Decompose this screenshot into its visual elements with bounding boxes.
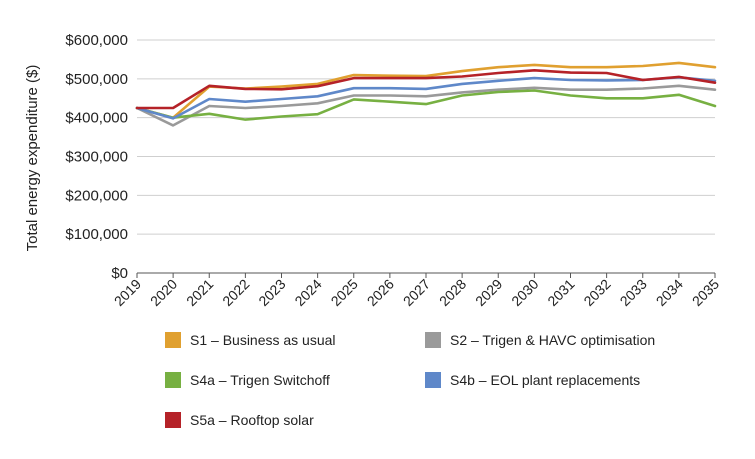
legend-swatch-s2 (425, 332, 441, 348)
legend-label-s2: S2 – Trigen & HAVC optimisation (450, 332, 655, 348)
legend-swatch-s1 (165, 332, 181, 348)
y-tick-label: $300,000 (65, 149, 128, 166)
legend-label-s4a: S4a – Trigen Switchoff (190, 372, 330, 388)
x-tick-label: 2029 (472, 276, 505, 309)
legend-item-s5a: S5a – Rooftop solar (165, 412, 314, 428)
y-tick-label: $0 (111, 265, 128, 282)
legend-swatch-s4b (425, 372, 441, 388)
legend-label-s4b: S4b – EOL plant replacements (450, 372, 640, 388)
y-axis-ticks: $0 $100,000 $200,000 $300,000 $400,000 $500,0… (65, 32, 128, 282)
legend-swatch-s4a (165, 372, 181, 388)
x-tick-label: 2024 (291, 276, 324, 309)
series-line-s4b (135, 76, 717, 120)
x-tick-label: 2027 (400, 276, 433, 309)
series-line-s2 (135, 84, 717, 127)
x-tick-label: 2031 (544, 276, 577, 309)
x-tick-label: 2021 (183, 276, 216, 309)
y-axis-title: Total energy expenditure ($) (24, 65, 41, 252)
legend-item-s1: S1 – Business as usual (165, 332, 336, 348)
series-line-s1 (135, 61, 717, 119)
x-tick-label: 2022 (219, 276, 252, 309)
legend-item-s2: S2 – Trigen & HAVC optimisation (425, 332, 655, 348)
legend: S1 – Business as usual S2 – Trigen & HAVC… (165, 332, 655, 428)
y-tick-label: $100,000 (65, 226, 128, 243)
y-tick-label: $500,000 (65, 71, 128, 88)
legend-swatch-s5a (165, 412, 181, 428)
x-tick-label: 2023 (255, 276, 288, 309)
series-line-s5a (135, 69, 717, 110)
legend-item-s4a: S4a – Trigen Switchoff (165, 372, 330, 388)
y-tick-label: $400,000 (65, 110, 128, 127)
legend-item-s4b: S4b – EOL plant replacements (425, 372, 640, 388)
legend-label-s1: S1 – Business as usual (190, 332, 336, 348)
x-tick-label: 2028 (436, 276, 469, 309)
y-tick-label: $200,000 (65, 187, 128, 204)
x-tick-label: 2032 (580, 276, 613, 309)
x-axis-ticks: 2019 2020 2021 2022 2023 2024 2025 2026 2027 2028… (111, 276, 722, 309)
series-line-s4a (135, 89, 717, 121)
x-tick-label: 2034 (653, 276, 686, 309)
x-tick-label: 2025 (328, 276, 361, 309)
x-tick-label: 2026 (364, 276, 397, 309)
series-lines (135, 61, 717, 127)
x-tick-label: 2033 (617, 276, 650, 309)
x-tick-label: 2030 (508, 276, 541, 309)
legend-label-s5a: S5a – Rooftop solar (190, 412, 314, 428)
axes (136, 272, 716, 278)
x-tick-label: 2035 (689, 276, 722, 309)
y-tick-label: $600,000 (65, 32, 128, 49)
x-tick-label: 2020 (147, 276, 180, 309)
gridlines (137, 39, 715, 235)
